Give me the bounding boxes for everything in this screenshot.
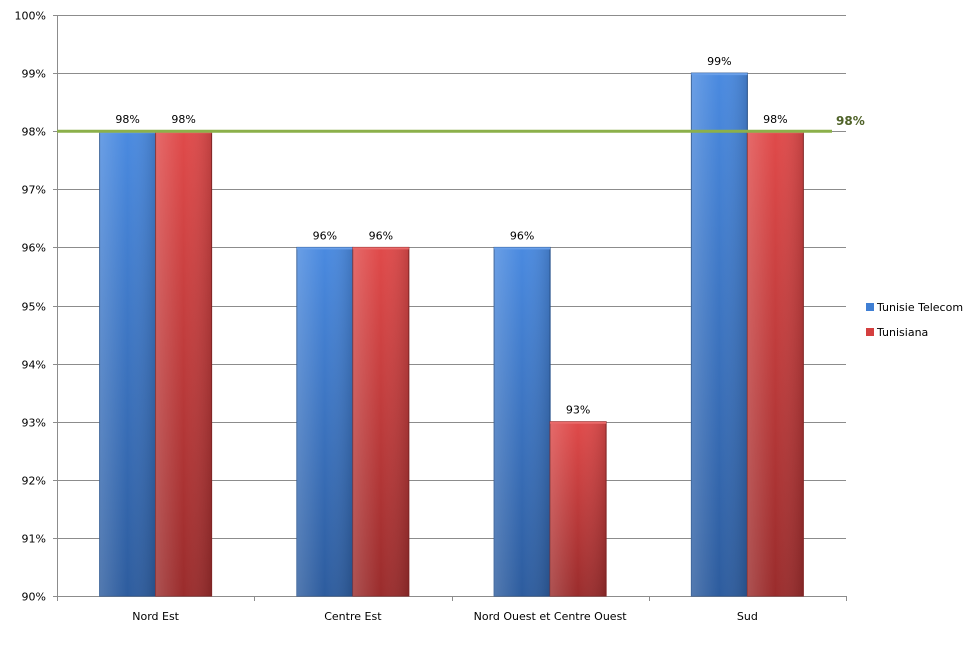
legend-label-tunisiana: Tunisiana <box>876 326 928 339</box>
data-label-0-1: 96% <box>313 229 337 242</box>
reference-line-label: 98% <box>836 114 865 128</box>
y-tick-label-1: 91% <box>22 533 46 546</box>
data-label-1-0: 98% <box>171 113 195 126</box>
y-tick-label-5: 95% <box>22 301 46 314</box>
y-tick-label-10: 100% <box>15 10 46 23</box>
bar-shade-1-3 <box>747 131 804 596</box>
y-tick-label-4: 94% <box>22 359 46 372</box>
x-axis-category-labels: Nord Est Centre Est Nord Ouest et Centre O… <box>132 610 758 623</box>
legend: Tunisie Telecom Tunisiana <box>866 301 963 339</box>
legend-label-tunisie-telecom: Tunisie Telecom <box>876 301 963 314</box>
category-label-3: Sud <box>737 610 758 623</box>
bar-shade-1-2 <box>550 421 607 596</box>
bar-shade-0-1 <box>296 247 353 596</box>
category-label-0: Nord Est <box>132 610 179 623</box>
y-tick-label-9: 99% <box>22 68 46 81</box>
data-label-1-3: 98% <box>763 113 787 126</box>
data-label-0-2: 96% <box>510 229 534 242</box>
y-axis-tick-labels: 90% 91% 92% 93% 94% 95% 96% 97% 98% 99% 100% <box>15 10 46 604</box>
bar-shade-0-0 <box>99 131 156 596</box>
y-tick-label-3: 93% <box>22 417 46 430</box>
category-label-2: Nord Ouest et Centre Ouest <box>474 610 628 623</box>
bar-shade-0-2 <box>494 247 551 596</box>
data-label-1-2: 93% <box>566 404 590 417</box>
y-tick-label-8: 98% <box>22 126 46 139</box>
legend-swatch-tunisie-telecom <box>866 303 874 311</box>
y-tick-label-0: 90% <box>22 591 46 604</box>
bar-shade-0-3 <box>691 73 748 597</box>
legend-item-tunisie-telecom: Tunisie Telecom <box>866 301 963 314</box>
y-tick-label-2: 92% <box>22 475 46 488</box>
data-label-0-0: 98% <box>115 113 139 126</box>
data-labels: 98% 98% 96% 96% 96% 93% 99% 98% <box>115 55 787 417</box>
bar-shade-1-1 <box>352 247 409 596</box>
legend-item-tunisiana: Tunisiana <box>866 326 928 339</box>
category-label-1: Centre Est <box>324 610 382 623</box>
data-label-0-3: 99% <box>707 55 731 68</box>
reference-line-group: 98% <box>57 114 865 133</box>
bar-shade-1-0 <box>155 131 212 596</box>
legend-swatch-tunisiana <box>866 328 874 336</box>
y-tick-label-6: 96% <box>22 242 46 255</box>
data-label-1-1: 96% <box>369 229 393 242</box>
y-tick-label-7: 97% <box>22 184 46 197</box>
bars <box>99 72 804 597</box>
